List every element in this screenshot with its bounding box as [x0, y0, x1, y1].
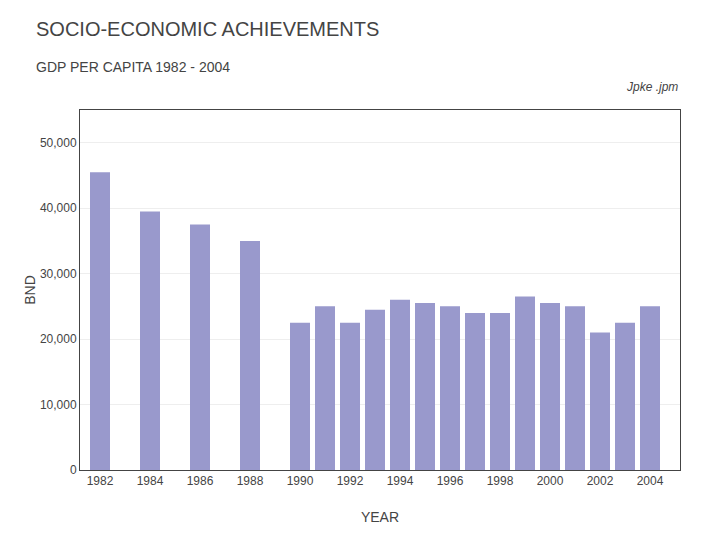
svg-text:2002: 2002 — [587, 474, 614, 488]
svg-text:1986: 1986 — [187, 474, 214, 488]
svg-text:0: 0 — [70, 463, 77, 477]
svg-text:GDP PER CAPITA 1982 - 2004: GDP PER CAPITA 1982 - 2004 — [36, 59, 230, 75]
svg-text:1984: 1984 — [137, 474, 164, 488]
svg-text:Jpke .jpm: Jpke .jpm — [626, 80, 678, 94]
svg-text:1988: 1988 — [237, 474, 264, 488]
svg-text:50,000: 50,000 — [40, 136, 77, 150]
svg-text:SOCIO-ECONOMIC ACHIEVEMENTS: SOCIO-ECONOMIC ACHIEVEMENTS — [36, 18, 379, 40]
svg-text:20,000: 20,000 — [40, 332, 77, 346]
svg-text:40,000: 40,000 — [40, 201, 77, 215]
svg-text:YEAR: YEAR — [361, 509, 399, 525]
svg-text:2004: 2004 — [637, 474, 664, 488]
svg-text:1990: 1990 — [287, 474, 314, 488]
svg-text:30,000: 30,000 — [40, 267, 77, 281]
svg-text:1998: 1998 — [487, 474, 514, 488]
svg-text:1982: 1982 — [87, 474, 114, 488]
svg-text:2000: 2000 — [537, 474, 564, 488]
svg-text:10,000: 10,000 — [40, 398, 77, 412]
svg-text:1996: 1996 — [437, 474, 464, 488]
svg-text:1994: 1994 — [387, 474, 414, 488]
svg-text:1992: 1992 — [337, 474, 364, 488]
svg-text:BND: BND — [22, 275, 38, 305]
